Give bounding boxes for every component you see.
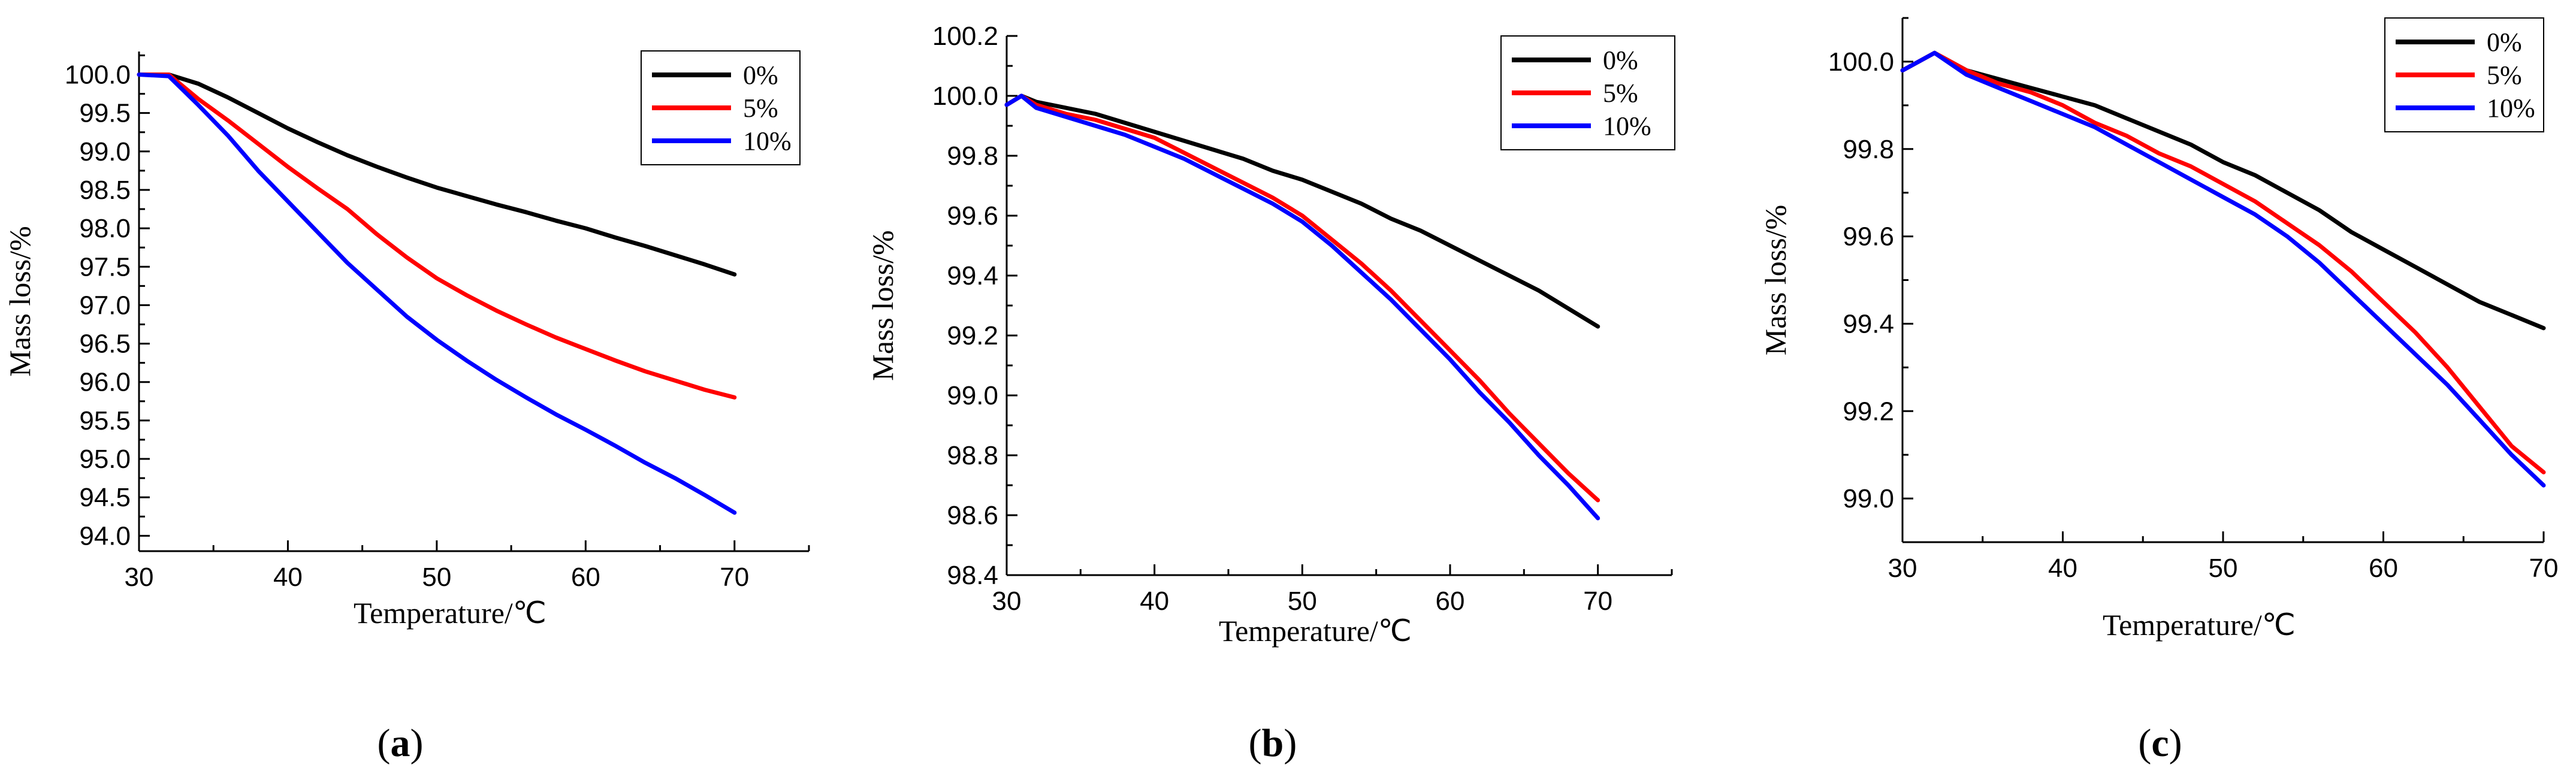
y-tick-label: 99.4 <box>1843 309 1894 338</box>
y-tick-label: 95.0 <box>79 445 131 474</box>
y-tick-label: 98.6 <box>947 501 998 530</box>
x-tick-label: 70 <box>2529 554 2559 583</box>
y-tick-label: 100.0 <box>932 81 998 111</box>
y-axis-title: Mass loss/% <box>3 226 37 376</box>
y-tick-label: 100.0 <box>65 60 131 89</box>
y-tick-label: 99.6 <box>1843 222 1894 252</box>
x-tick-label: 60 <box>2369 554 2398 583</box>
series-line-0pct <box>1004 93 1600 329</box>
series-line-5pct <box>1004 93 1600 503</box>
legend-label: 10% <box>743 126 792 156</box>
y-tick-label: 98.8 <box>947 441 998 470</box>
x-tick-label: 30 <box>1888 554 1917 583</box>
legend-label: 10% <box>2487 93 2535 123</box>
y-tick-label: 99.2 <box>1843 397 1894 426</box>
y-axis-title: Mass loss/% <box>866 230 899 380</box>
series-line-5pct <box>137 72 737 400</box>
y-tick-label: 94.0 <box>79 521 131 551</box>
chart-panel-b: 30 40 50 60 70 98.4 98.6 98.8 99.0 99.2 99.4 99.6 99… <box>866 22 1675 765</box>
y-tick-label: 99.4 <box>947 261 998 291</box>
x-tick-label: 60 <box>1436 586 1465 616</box>
x-tick-label: 50 <box>2209 554 2238 583</box>
x-tick-label: 50 <box>1288 586 1317 616</box>
panel-letter: a <box>391 721 410 765</box>
x-tick-label: 70 <box>720 563 749 592</box>
x-axis-title: Temperature/℃ <box>354 596 546 630</box>
y-tick-label: 99.0 <box>1843 484 1894 513</box>
y-tick-label: 96.0 <box>79 368 131 397</box>
x-axis-title: Temperature/℃ <box>1219 614 1412 648</box>
y-tick-label: 99.2 <box>947 321 998 350</box>
y-tick-label: 98.0 <box>79 214 131 243</box>
legend: 0% 5%10% <box>1500 35 1675 150</box>
y-tick-label: 100.0 <box>1828 47 1894 77</box>
y-tick-label: 99.8 <box>1843 135 1894 164</box>
legend: 0% 5% 10% <box>2384 17 2544 132</box>
y-tick-label: 96.5 <box>79 329 131 359</box>
y-axis-title: Mass loss/% <box>1759 205 1792 355</box>
y-tick-label: 99.8 <box>947 141 998 171</box>
x-axis-title: Temperature/℃ <box>2103 608 2296 642</box>
y-tick-label: 98.4 <box>947 561 998 590</box>
y-tick-label: 94.5 <box>79 483 131 512</box>
panel-letter: b <box>1262 721 1284 765</box>
series-line-10pct <box>1900 50 2546 488</box>
y-tick-label: 99.6 <box>947 201 998 231</box>
series-line-10pct <box>137 72 737 515</box>
x-tick-label: 70 <box>1583 586 1612 616</box>
series-line-10pct <box>1004 93 1600 521</box>
y-tick-label: 97.5 <box>79 252 131 282</box>
panel-label: (c) <box>2138 721 2182 765</box>
legend-label: 5% <box>2487 61 2522 90</box>
panel-label: (b) <box>1249 721 1297 765</box>
legend-label: 5% <box>1603 78 1638 108</box>
y-tick-label: 98.5 <box>79 176 131 205</box>
legend-label: 5% <box>743 93 778 123</box>
chart-panel-a: 30 40 50 60 70 94.0 94.5 95.0 95.5 96.0 96.5 97.0 97… <box>3 50 810 765</box>
panel-label: (a) <box>378 721 424 765</box>
legend-label: 0% <box>743 61 778 90</box>
legend: 0% 5%10% <box>641 50 801 165</box>
y-tick-label: 99.5 <box>79 99 131 128</box>
y-tick-label: 97.0 <box>79 291 131 320</box>
x-tick-label: 40 <box>273 563 303 592</box>
y-tick-label: 99.0 <box>79 137 131 167</box>
x-tick-label: 60 <box>571 563 600 592</box>
x-tick-label: 40 <box>1140 586 1169 616</box>
series-line-0pct <box>137 72 737 277</box>
x-tick-label: 50 <box>422 563 451 592</box>
legend-label: 0% <box>2487 28 2522 57</box>
x-tick-label: 40 <box>2048 554 2077 583</box>
legend-label: 0% <box>1603 46 1638 75</box>
series-line-5pct <box>1900 50 2546 474</box>
y-tick-label: 99.0 <box>947 381 998 410</box>
y-tick-label: 100.2 <box>932 22 998 51</box>
panel-letter: c <box>2151 721 2169 765</box>
x-tick-label: 30 <box>125 563 154 592</box>
y-tick-label: 95.5 <box>79 406 131 436</box>
chart-panel-c: 30 40 50 60 70 99.0 99.2 99.4 99.6 99.8 100.0 Tempe… <box>1759 17 2559 765</box>
x-tick-label: 30 <box>992 586 1022 616</box>
legend-label: 10% <box>1603 111 1651 141</box>
